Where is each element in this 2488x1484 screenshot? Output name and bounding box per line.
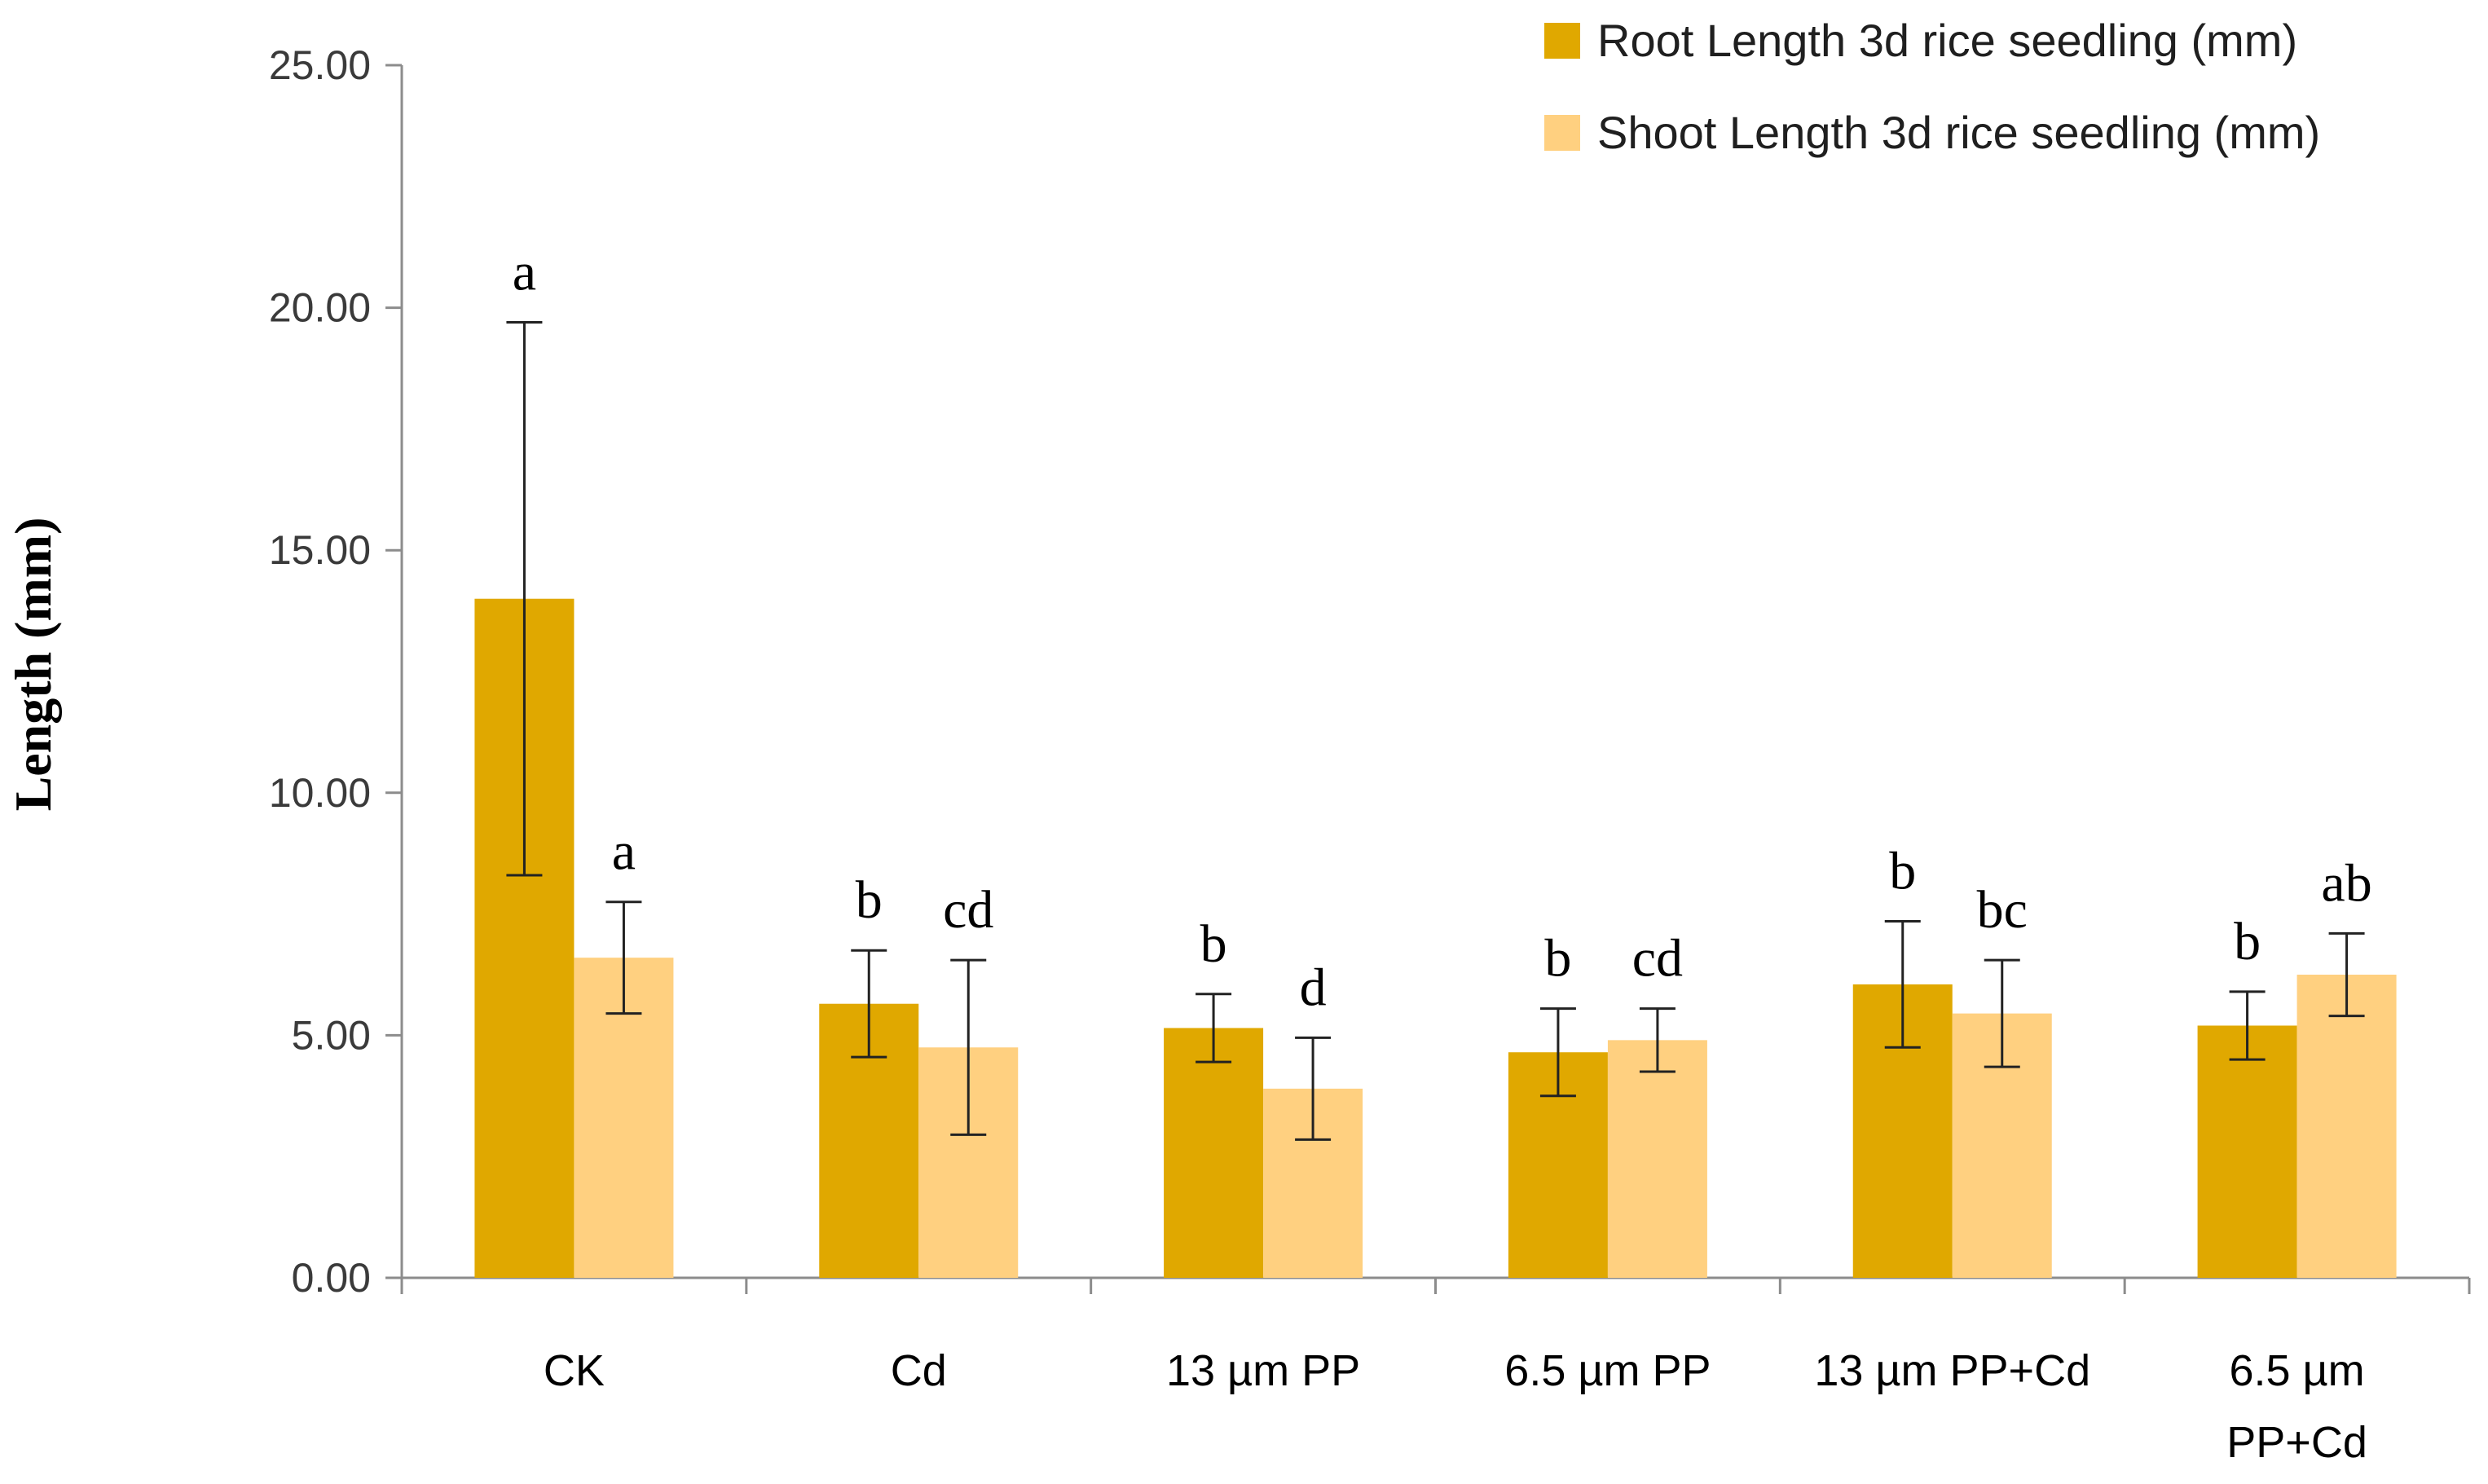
legend-label-root: Root Length 3d rice seedling (mm): [1597, 15, 2297, 66]
x-category-label: 13 µm PP+Cd: [1814, 1346, 2090, 1395]
legend-swatch-root: [1544, 23, 1580, 59]
bar-root: [1164, 1028, 1264, 1278]
significance-letter: b: [1889, 842, 1916, 901]
legend-swatch-shoot: [1544, 115, 1580, 151]
legend-label-shoot: Shoot Length 3d rice seedling (mm): [1597, 107, 2320, 158]
y-tick-label: 15.00: [269, 527, 371, 573]
x-category-label: PP+Cd: [2226, 1418, 2367, 1467]
legend: Root Length 3d rice seedling (mm) Shoot L…: [1544, 15, 2320, 158]
significance-letter: b: [2234, 912, 2261, 971]
significance-letter: cd: [1632, 929, 1683, 989]
y-tick-label: 10.00: [269, 770, 371, 816]
y-tick-label: 25.00: [269, 42, 371, 88]
axes: 0.00 5.00 10.00 15.00 20.00 25.00 CK Cd 13 µm PP…: [269, 42, 2471, 1467]
significance-letter: b: [1544, 929, 1571, 989]
significance-letter: bc: [1977, 880, 2028, 940]
y-axis-label: Length (mm): [4, 517, 62, 812]
significance-letter: a: [513, 242, 536, 302]
significance-letter: a: [612, 822, 636, 882]
significance-letter: b: [856, 870, 883, 930]
bar-shoot: [1607, 1040, 1707, 1278]
y-tick-label: 20.00: [269, 285, 371, 331]
x-category-label: CK: [544, 1346, 605, 1395]
significance-letter: cd: [943, 880, 993, 940]
x-category-label: Cd: [891, 1346, 947, 1395]
bar-root: [2197, 1025, 2297, 1278]
y-tick-label: 0.00: [292, 1255, 371, 1301]
x-category-label: 6.5 µm: [2229, 1346, 2364, 1395]
x-category-label: 13 µm PP: [1166, 1346, 1360, 1395]
significance-letter: d: [1300, 958, 1327, 1017]
significance-letter: ab: [2321, 853, 2371, 913]
y-tick-label: 5.00: [292, 1012, 371, 1058]
bar-shoot: [2296, 975, 2397, 1278]
significance-letter: b: [1200, 914, 1227, 974]
x-category-label: 6.5 µm PP: [1504, 1346, 1711, 1395]
